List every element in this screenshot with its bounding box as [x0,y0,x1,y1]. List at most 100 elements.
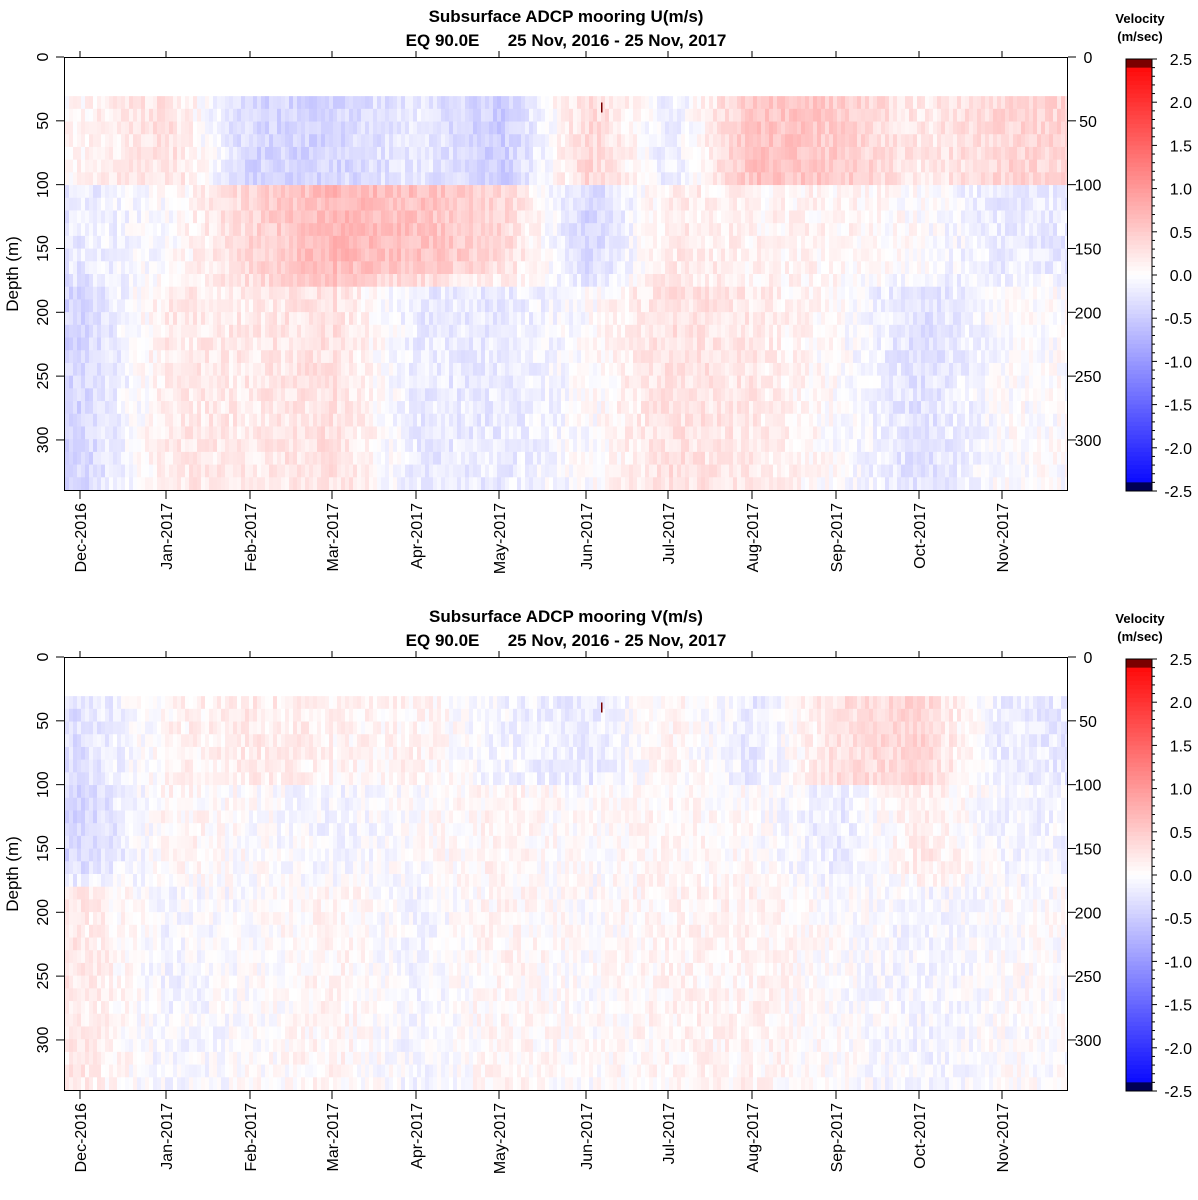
heatmap-cell [289,451,294,466]
heatmap-cell [177,375,182,389]
heatmap-cell [257,197,262,212]
heatmap-cell [277,451,282,466]
heatmap-cell [145,121,150,135]
heatmap-cell [261,388,266,402]
heatmap-cell [241,146,246,161]
heatmap-cell [121,172,126,186]
heatmap-cell [225,134,230,148]
heatmap-cell [229,146,234,161]
heatmap-cell [285,299,290,313]
heatmap-cell [245,159,250,173]
heatmap-cell [285,426,290,440]
heatmap-cell [265,134,270,148]
heatmap-cell [265,108,270,123]
heatmap-cell [221,210,226,224]
heatmap-cell [289,96,294,110]
heatmap-cell [221,185,226,199]
heatmap-cell [101,286,106,301]
heatmap-cell [297,388,302,402]
heatmap-cell [237,248,242,262]
heatmap-cell [233,210,238,224]
heatmap-cell [197,426,202,440]
heatmap-cell [233,159,238,173]
heatmap-cell [229,248,234,262]
heatmap-cell [85,248,90,262]
heatmap-cell [225,159,230,173]
heatmap-cell [81,312,86,326]
heatmap-cell [293,426,298,440]
heatmap-cell [269,388,274,402]
heatmap-cell [289,299,294,313]
heatmap-cell [189,388,194,402]
heatmap-cell [305,286,310,301]
heatmap-cell [265,464,270,478]
heatmap-cell [165,261,170,275]
heatmap-cell [117,464,122,478]
heatmap-cell [65,312,70,326]
heatmap-cell [217,197,222,212]
heatmap-cell [77,172,82,186]
heatmap-cell [161,185,166,199]
heatmap-cell [177,464,182,478]
heatmap-cell [125,388,130,402]
heatmap-cell [297,426,302,440]
heatmap-cell [185,235,190,250]
heatmap-cell [269,197,274,212]
heatmap-cell [121,121,126,135]
heatmap-cell [81,337,86,351]
heatmap-cell [245,451,250,466]
heatmap-cell [145,261,150,275]
heatmap-cell [241,159,246,173]
heatmap-cell [269,223,274,237]
heatmap-cell [277,439,282,453]
heatmap-cell [185,286,190,301]
heatmap-cell [81,324,86,339]
heatmap-cell [189,439,194,453]
heatmap-cell [241,439,246,453]
heatmap-cell [281,337,286,351]
heatmap-cell [105,108,110,123]
heatmap-cell [177,451,182,466]
heatmap-cell [69,324,74,339]
heatmap-cell [137,134,142,148]
heatmap-cell [85,235,90,250]
heatmap-cell [181,235,186,250]
heatmap-cell [189,426,194,440]
heatmap-cell [225,96,230,110]
heatmap-cell [241,426,246,440]
heatmap-cell [145,426,150,440]
heatmap-cell [113,261,118,275]
heatmap-cell [149,210,154,224]
heatmap-cell [241,350,246,364]
heatmap-cell [289,464,294,478]
heatmap-cell [197,413,202,428]
heatmap-cell [177,413,182,428]
heatmap-cell [153,223,158,237]
heatmap-cell [173,413,178,428]
heatmap-cell [277,413,282,428]
heatmap-cell [133,261,138,275]
heatmap-cell [297,159,302,173]
heatmap-cell [81,121,86,135]
heatmap-cell [197,439,202,453]
heatmap-cell [205,210,210,224]
heatmap-cell [133,362,138,377]
heatmap-cell [93,235,98,250]
heatmap-cell [257,464,262,478]
heatmap-cell [73,350,78,364]
heatmap-cell [253,159,258,173]
heatmap-cell [137,159,142,173]
heatmap-cell [289,261,294,275]
heatmap-cell [121,401,126,415]
heatmap-cell [281,388,286,402]
heatmap-cell [113,108,118,123]
heatmap-cell [157,426,162,440]
heatmap-cell [81,108,86,123]
heatmap-cell [197,261,202,275]
heatmap-cell [129,413,134,428]
heatmap-cell [261,299,266,313]
heatmap-cell [273,451,278,466]
heatmap-cell [285,159,290,173]
heatmap-cell [169,210,174,224]
heatmap-cell [153,451,158,466]
